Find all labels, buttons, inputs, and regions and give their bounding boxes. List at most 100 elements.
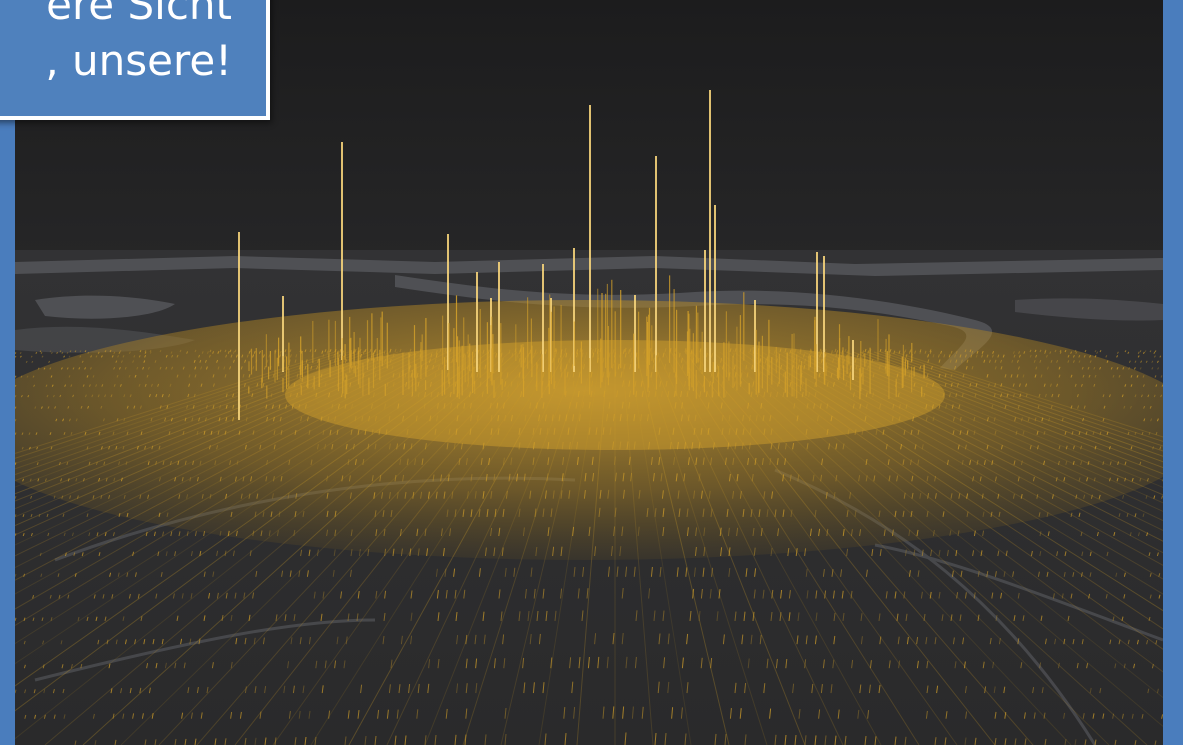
density-bristle	[1006, 393, 1009, 398]
density-bristle	[544, 733, 547, 745]
density-bristle	[177, 460, 180, 466]
grid-line	[576, 351, 609, 745]
density-bristle	[1153, 351, 1156, 354]
density-bristle	[504, 733, 507, 745]
density-bristle	[917, 459, 920, 465]
density-bristle	[1128, 360, 1131, 363]
density-bristle	[754, 457, 757, 465]
density-bristle	[846, 350, 849, 354]
density-bristle	[60, 640, 63, 645]
density-bristle	[654, 508, 657, 517]
density-bristle	[550, 657, 553, 669]
density-bristle	[879, 549, 882, 557]
density-bristle	[23, 664, 26, 669]
density-bristle	[1080, 383, 1083, 387]
density-bristle	[33, 384, 36, 387]
density-bristle	[1054, 349, 1057, 353]
density-bristle	[389, 348, 392, 353]
density-bristle	[1089, 687, 1092, 694]
density-bristle	[974, 737, 977, 745]
density-bristle	[705, 352, 708, 358]
density-bristle	[306, 416, 309, 422]
density-bristle	[617, 363, 620, 370]
density-bristle	[304, 404, 307, 409]
density-bristle	[888, 475, 891, 482]
density-bristle	[308, 429, 311, 435]
density-bristle	[504, 414, 507, 422]
density-bristle	[905, 613, 908, 621]
water-right	[1015, 298, 1163, 321]
density-bristle	[1118, 639, 1121, 645]
density-bristle	[835, 353, 838, 358]
density-bristle	[144, 383, 147, 387]
density-bristle	[787, 548, 790, 557]
density-bristle	[1043, 460, 1046, 466]
density-bristle	[1109, 639, 1112, 645]
density-bristle	[1041, 417, 1044, 422]
density-bristle	[831, 569, 834, 577]
density-bristle	[930, 365, 933, 370]
density-bristle	[997, 550, 1000, 557]
density-bristle	[621, 587, 624, 599]
density-bristle	[169, 383, 172, 387]
density-bristle	[1039, 359, 1042, 363]
density-bristle	[544, 349, 547, 354]
density-bristle	[653, 610, 656, 621]
density-bristle	[493, 547, 496, 557]
density-bristle	[1161, 384, 1163, 387]
density-bristle	[801, 391, 804, 398]
density-bristle	[134, 374, 137, 378]
density-bristle	[35, 432, 38, 435]
density-bristle	[42, 664, 45, 669]
density-bristle	[265, 404, 268, 409]
density-bristle	[15, 355, 17, 358]
density-bristle	[750, 509, 753, 517]
density-bristle	[435, 568, 438, 577]
density-bristle	[68, 375, 71, 378]
density-bristle	[964, 737, 967, 745]
density-bristle	[728, 428, 731, 435]
density-bristle	[446, 372, 449, 378]
density-bristle	[542, 682, 545, 694]
density-bristle	[19, 355, 22, 358]
density-bristle	[832, 381, 835, 387]
density-bristle	[613, 456, 616, 465]
density-bristle	[1043, 383, 1046, 387]
density-bristle	[962, 373, 965, 378]
density-bristle	[218, 417, 221, 422]
density-bristle	[74, 740, 77, 745]
density-bristle	[243, 383, 246, 387]
density-bristle	[586, 588, 589, 599]
density-bristle	[865, 459, 868, 465]
density-bristle	[126, 405, 129, 409]
density-bristle	[1161, 495, 1163, 499]
density-bristle	[552, 357, 555, 363]
density-bristle	[862, 353, 865, 358]
density-bristle	[482, 442, 485, 450]
density-bristle	[952, 430, 955, 435]
density-bristle	[1142, 384, 1145, 387]
density-bristle	[72, 367, 75, 370]
density-bristle	[474, 348, 477, 353]
density-bristle	[478, 509, 481, 517]
density-bristle	[964, 686, 967, 694]
density-bristle	[851, 659, 854, 669]
density-bristle	[530, 567, 533, 577]
density-bristle	[641, 706, 644, 719]
density-bristle	[621, 632, 624, 645]
density-bristle	[123, 418, 126, 422]
grid-line	[15, 351, 385, 495]
density-bristle	[932, 382, 935, 387]
density-bristle	[789, 381, 792, 387]
density-bristle	[166, 405, 169, 409]
grid-line	[15, 351, 462, 610]
density-bristle	[113, 366, 116, 370]
density-bristle	[49, 367, 52, 370]
density-bristle	[1023, 712, 1026, 719]
density-bristle	[802, 353, 805, 358]
density-bristle	[293, 530, 296, 537]
density-bristle	[1065, 460, 1068, 466]
density-bristle	[1022, 430, 1025, 435]
grid-line	[15, 351, 434, 557]
density-bristle	[402, 474, 405, 482]
